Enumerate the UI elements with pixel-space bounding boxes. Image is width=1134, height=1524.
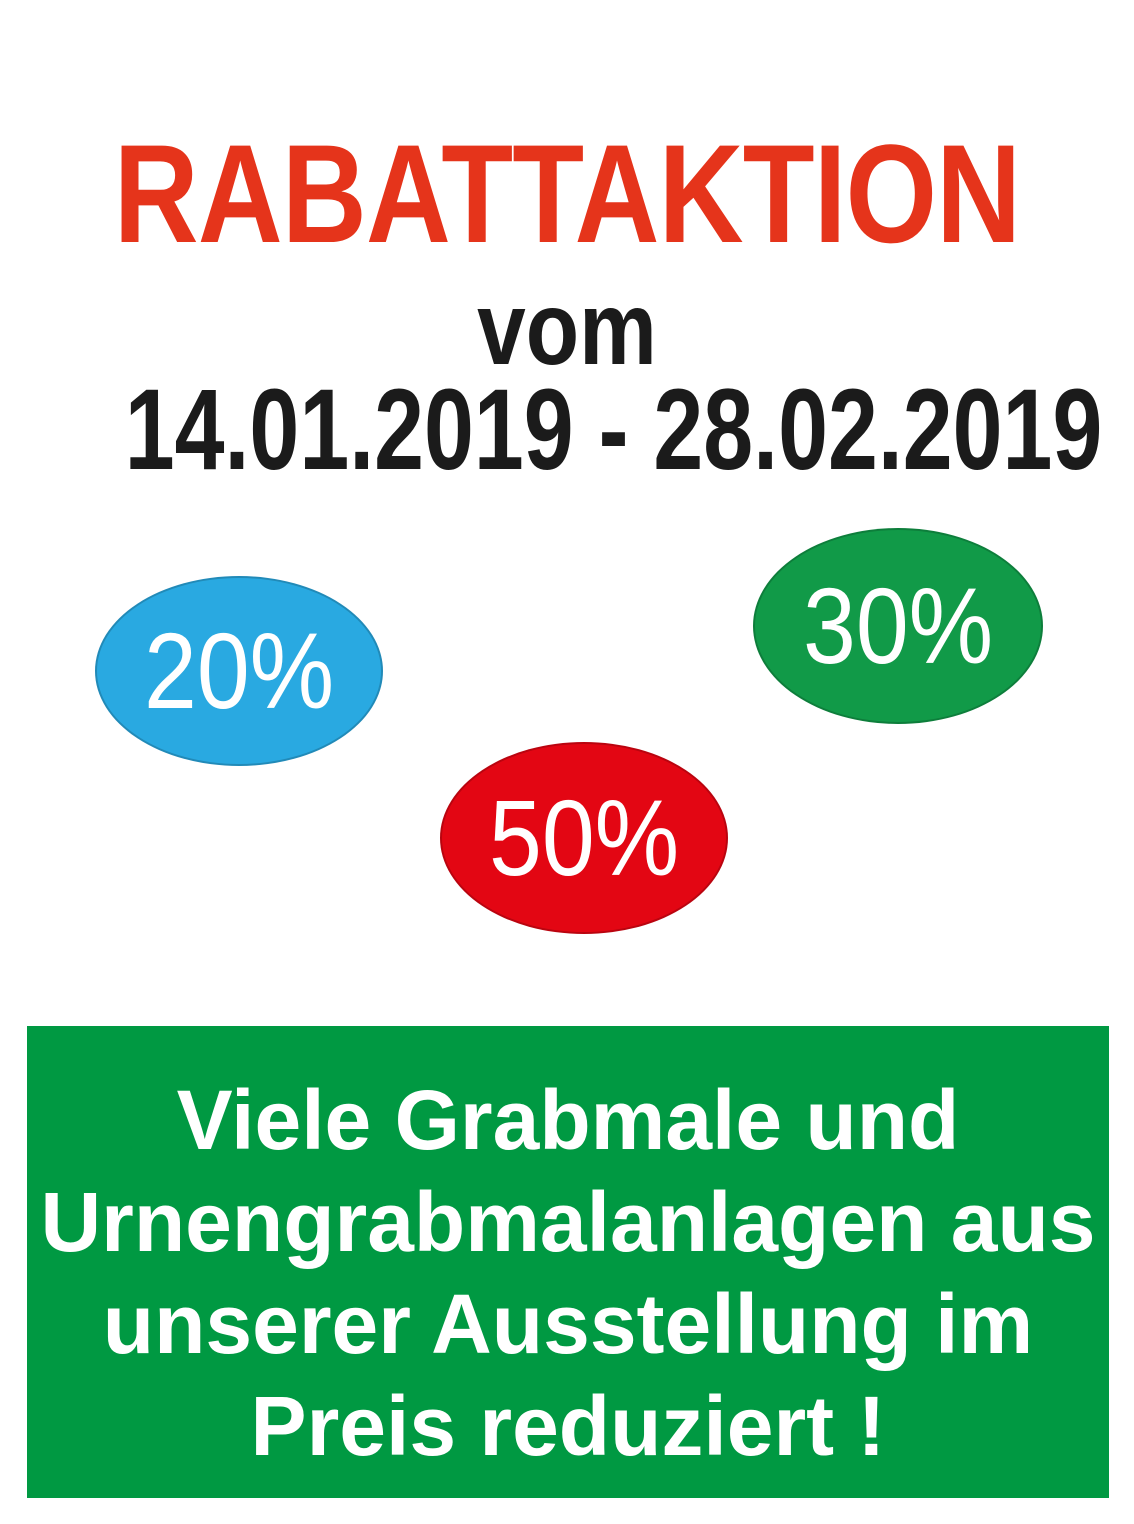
banner-line-3: unserer Ausstellung im	[102, 1277, 1034, 1371]
promo-subtitle: vom	[477, 271, 657, 387]
discount-badge-20-label: 20%	[143, 610, 335, 731]
discount-badge-30-label: 30%	[802, 565, 994, 686]
promo-title: RABATTAKTION	[113, 115, 1021, 272]
banner-line-2: Urnengrabmalanlagen aus	[40, 1175, 1096, 1269]
banner-line-4: Preis reduziert !	[250, 1379, 886, 1473]
discount-badge-50-label: 50%	[488, 777, 680, 898]
discount-badge-50: 50%	[440, 742, 728, 934]
promo-banner: Viele Grabmale und Urnengrabmalanlagen a…	[27, 1026, 1109, 1498]
discount-badge-30: 30%	[753, 528, 1043, 724]
discount-badge-20: 20%	[95, 576, 383, 766]
banner-line-1: Viele Grabmale und	[176, 1073, 960, 1167]
promo-date-range: 14.01.2019 - 28.02.2019	[124, 366, 1103, 494]
